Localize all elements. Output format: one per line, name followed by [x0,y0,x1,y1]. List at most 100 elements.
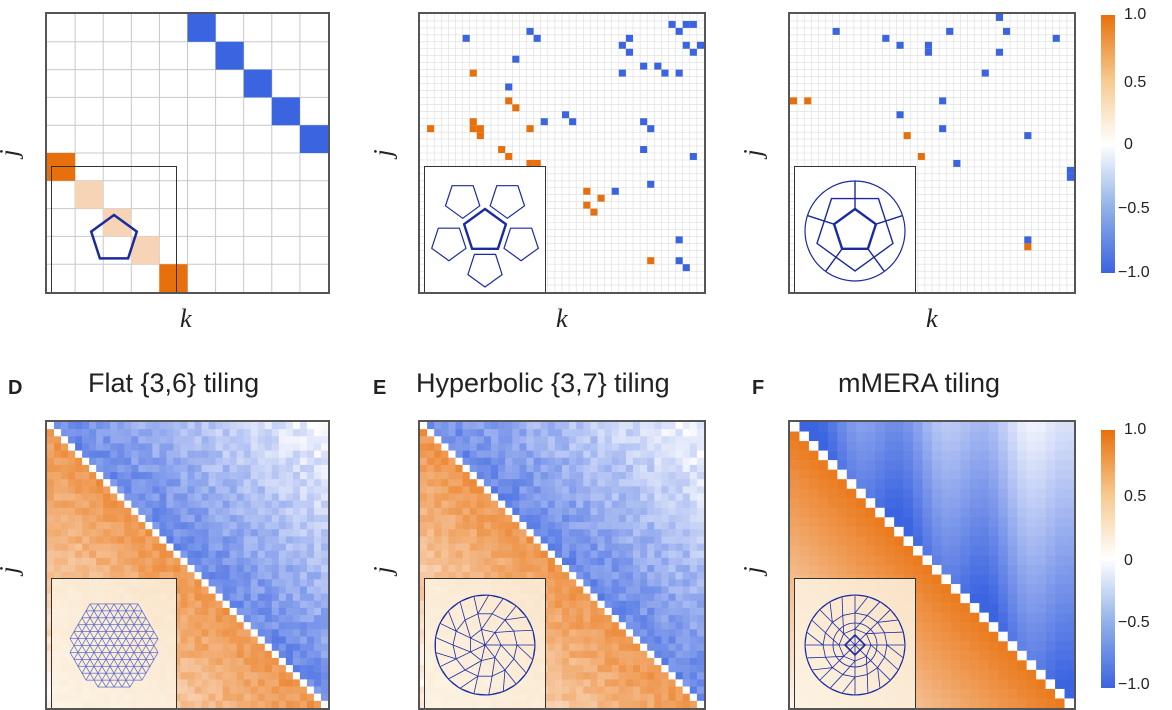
tiling-edge [819,667,833,681]
tiling-edge [491,613,506,621]
heatmap-cell [950,450,961,461]
heatmap-cell [611,600,620,609]
heatmap-cell [913,679,923,690]
heatmap-cell [75,507,83,516]
heatmap-cell [236,450,244,459]
heatmap-cell [145,479,153,487]
heatmap-cell [320,700,328,708]
heatmap-cell [299,665,308,673]
heatmap-cell [152,514,160,523]
heatmap-cell [640,600,648,609]
heatmap-cell [1036,545,1046,556]
heatmap-cell [633,543,641,551]
heatmap-cell [969,650,980,661]
heatmap-cell [194,472,202,480]
heatmap-cell [547,650,556,659]
heatmap-cell [278,422,287,430]
heatmap-cell [979,545,990,556]
heatmap-cell [625,479,634,487]
heatmap-cell [668,586,676,594]
heatmap-cell [562,522,570,530]
heatmap-cell [166,514,174,523]
heatmap-cell [138,472,146,480]
heatmap-cell [491,529,499,537]
heatmap-cell [250,565,259,573]
heatmap-cell [47,450,55,459]
heatmap-cell [138,529,146,537]
heatmap-cell [941,698,952,708]
heatmap-cell [668,429,676,437]
heatmap-cell [96,457,104,466]
heatmap-cell [250,436,259,444]
heatmap-cell [173,557,181,566]
heatmap-cell [313,607,322,616]
heatmap-cell [562,443,570,451]
heatmap-cell [124,550,132,559]
heatmap-cell [875,431,885,442]
heatmap-cell [682,607,691,616]
heatmap-cell [498,543,506,551]
heatmap-cell [82,565,90,573]
heatmap-cell [597,679,605,687]
heatmap-cell [89,565,97,573]
heatmap-cell [611,586,620,594]
heatmap-cell [540,514,549,523]
heatmap-cell [476,493,485,501]
heatmap-cell [1036,555,1046,566]
heatmap-cell [569,686,577,694]
heatmap-cell [285,636,294,644]
heatmap-cell [1064,536,1074,547]
heatmap-cell [647,422,655,430]
heatmap-cell [540,565,549,573]
heatmap-cell [448,557,456,566]
lattice-edge [149,638,155,646]
heatmap-cell [54,422,62,430]
heatmap-cell [590,500,598,509]
heatmap-cell [988,679,999,690]
heatmap-cell [922,450,933,461]
heatmap-cell [894,498,904,509]
lattice-edge [89,603,95,612]
lattice-edge [73,652,79,660]
heatmap-cell [611,615,620,623]
heatmap-cell [124,536,132,544]
heatmap-cell [696,450,704,459]
lattice-edge [121,610,127,618]
heatmap-cell [498,436,506,444]
heatmap-cell [1055,650,1065,661]
heatmap-cell [611,187,619,195]
heatmap-cell [1007,593,1018,604]
heatmap-cell [441,529,449,537]
tiling-edge [819,609,833,623]
heatmap-cell [47,636,55,644]
heatmap-cell [264,493,273,501]
heatmap-cell [82,507,90,516]
heatmap-cell [979,574,990,585]
heatmap-cell [625,529,634,537]
tiling-edge [884,631,904,634]
heatmap-cell [941,669,952,680]
tiling-edge [484,644,496,658]
heatmap-cell [597,507,605,516]
heatmap-cell [299,479,308,487]
heatmap-cell [512,443,520,451]
heatmap-cell [236,536,244,544]
tiling-edge [447,610,457,632]
heatmap-cell [299,686,308,694]
lattice-edge [125,624,131,632]
heatmap-cell [306,493,315,501]
heatmap-cell [832,27,840,35]
heatmap-cell [1045,526,1056,537]
heatmap-cell [554,565,563,573]
heatmap-cell [131,236,160,265]
heatmap-cell [618,636,627,644]
heatmap-cell [491,507,499,516]
heatmap-cell [173,422,181,430]
heatmap-cell [611,657,620,666]
heatmap-cell [236,464,244,473]
heatmap-cell [540,507,549,516]
heatmap-cell [540,436,549,444]
heatmap-cell [790,469,800,480]
heatmap-cell [979,584,990,594]
heatmap-cell [222,436,230,444]
